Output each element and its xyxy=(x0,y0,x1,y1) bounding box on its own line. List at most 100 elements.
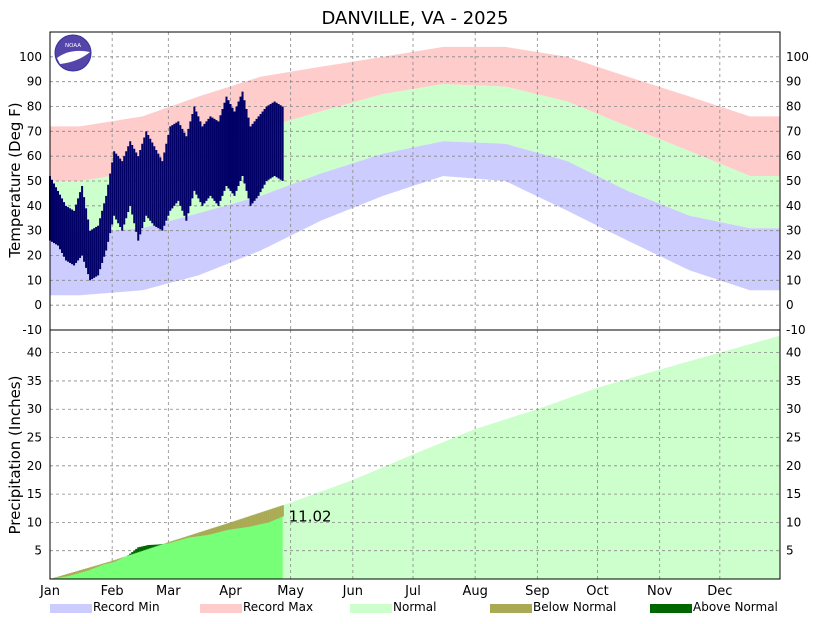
below-normal-bar xyxy=(61,575,63,577)
precipitation-tick-label-left: 5 xyxy=(34,544,42,558)
month-tick-label: Feb xyxy=(101,584,124,599)
below-normal-bar xyxy=(81,570,83,573)
below-normal-bar xyxy=(93,566,95,568)
below-normal-bar xyxy=(117,559,119,560)
below-normal-bar xyxy=(248,516,250,526)
below-normal-bar xyxy=(215,527,217,533)
month-tick-label: Dec xyxy=(707,584,732,599)
below-normal-bar xyxy=(69,573,71,575)
legend-swatch xyxy=(50,604,92,613)
below-normal-bar xyxy=(103,563,105,564)
below-normal-bar xyxy=(171,541,173,542)
legend-swatch xyxy=(200,604,242,613)
below-normal-bar xyxy=(115,560,117,561)
precipitation-tick-label-right: 10 xyxy=(786,515,801,529)
below-normal-bar xyxy=(203,531,205,536)
below-normal-bar xyxy=(201,531,203,535)
below-normal-bar xyxy=(211,528,213,534)
legend-swatch xyxy=(350,604,392,613)
below-normal-bar xyxy=(238,520,240,529)
precipitation-tick-label-left: 35 xyxy=(27,374,42,388)
below-normal-bar xyxy=(95,566,97,568)
below-normal-bar xyxy=(229,522,231,529)
temperature-tick-label-left: 100 xyxy=(19,50,42,64)
month-tick-label: Jul xyxy=(404,584,421,599)
below-normal-bar xyxy=(195,533,197,536)
below-normal-bar xyxy=(282,505,284,516)
below-normal-bar xyxy=(67,574,69,576)
precipitation-tick-label-left: 15 xyxy=(27,487,42,501)
below-normal-bar xyxy=(209,529,211,535)
temperature-y-axis-label: Temperature (Deg F) xyxy=(6,102,24,258)
above-normal-bar xyxy=(153,545,155,547)
below-normal-bar xyxy=(177,539,179,540)
below-normal-bar xyxy=(113,560,115,562)
month-tick-label: Apr xyxy=(219,584,242,599)
legend-swatch xyxy=(650,604,692,613)
temperature-tick-label-right: 40 xyxy=(786,199,801,213)
legend-label: Record Max xyxy=(243,600,313,614)
above-normal-bar xyxy=(155,545,157,547)
below-normal-bar xyxy=(119,558,121,559)
precipitation-tick-label-left: 10 xyxy=(27,515,42,529)
below-normal-bar xyxy=(83,569,85,572)
legend-swatch xyxy=(490,604,532,613)
legend-label: Below Normal xyxy=(533,600,616,614)
precipitation-tick-label-right: 40 xyxy=(786,346,801,360)
below-normal-bar xyxy=(193,534,195,537)
legend-label: Normal xyxy=(393,600,436,614)
precipitation-tick-label-left: 20 xyxy=(27,459,42,473)
below-normal-bar xyxy=(240,519,242,528)
precipitation-y-axis-label: Precipitation (Inches) xyxy=(6,376,24,535)
temperature-tick-label-right: 80 xyxy=(786,100,801,114)
temperature-tick-label-right: 20 xyxy=(786,249,801,263)
below-normal-bar xyxy=(97,565,99,567)
below-normal-bar xyxy=(213,528,215,534)
precipitation-tick-label-right: 25 xyxy=(786,431,801,445)
below-normal-bar xyxy=(272,509,274,521)
below-normal-bar xyxy=(105,563,107,564)
chart-title: DANVILLE, VA - 2025 xyxy=(321,8,508,29)
month-tick-label: Aug xyxy=(462,584,487,599)
below-normal-bar xyxy=(187,536,189,538)
below-normal-bar xyxy=(59,576,61,577)
temperature-tick-label-left: 70 xyxy=(27,124,42,138)
below-normal-bar xyxy=(280,506,282,518)
below-normal-bar xyxy=(232,522,234,529)
below-normal-bar xyxy=(85,568,87,571)
below-normal-bar xyxy=(165,543,167,544)
precipitation-tick-label-right: 15 xyxy=(786,487,801,501)
above-normal-bar xyxy=(143,546,145,550)
below-normal-bar xyxy=(111,561,113,563)
month-tick-label: Jun xyxy=(342,584,363,599)
below-normal-bar xyxy=(199,532,201,536)
temperature-tick-label-right: 100 xyxy=(786,50,809,64)
below-normal-bar xyxy=(264,511,266,523)
below-normal-bar xyxy=(181,538,183,540)
below-normal-bar xyxy=(236,520,238,528)
below-normal-bar xyxy=(79,570,81,573)
precipitation-tick-label-right: 35 xyxy=(786,374,801,388)
below-normal-bar xyxy=(250,516,252,527)
above-normal-bar xyxy=(131,552,133,554)
temperature-tick-label-right: 60 xyxy=(786,149,801,163)
above-normal-bar xyxy=(129,554,131,555)
below-normal-bar xyxy=(221,525,223,531)
temperature-tick-label-right: -10 xyxy=(786,323,806,337)
temperature-tick-label-right: 0 xyxy=(786,298,794,312)
above-normal-bar xyxy=(157,544,159,545)
below-normal-bar xyxy=(87,568,89,571)
precipitation-tick-label-left: 25 xyxy=(27,431,42,445)
temperature-tick-label-left: 40 xyxy=(27,199,42,213)
month-tick-label: Oct xyxy=(586,584,608,599)
legend-label: Above Normal xyxy=(693,600,778,614)
temperature-tick-label-left: 30 xyxy=(27,224,42,238)
below-normal-bar xyxy=(260,513,262,525)
temperature-tick-label-right: 90 xyxy=(786,75,801,89)
below-normal-bar xyxy=(65,574,67,576)
month-tick-label: Jan xyxy=(39,584,60,599)
temperature-tick-label-right: 70 xyxy=(786,124,801,138)
temperature-tick-label-left: -10 xyxy=(22,323,42,337)
below-normal-bar xyxy=(256,514,258,525)
